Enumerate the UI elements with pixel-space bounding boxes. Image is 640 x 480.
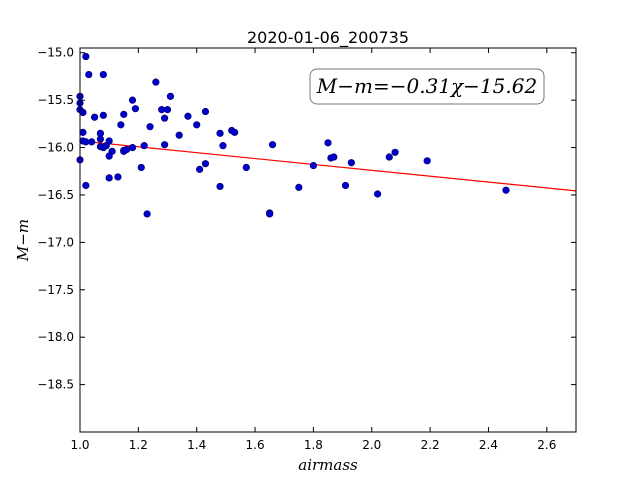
data-point: [231, 128, 239, 136]
data-point: [175, 131, 183, 139]
chart-title: 2020-01-06_200735: [247, 28, 409, 48]
data-point: [131, 105, 140, 113]
x-tick-label: 1.4: [187, 438, 206, 452]
data-point: [374, 190, 382, 198]
data-point: [99, 70, 107, 79]
data-point: [128, 96, 137, 104]
data-point: [330, 153, 338, 161]
data-point: [184, 112, 192, 120]
data-point: [219, 142, 227, 150]
x-tick-label: 2.4: [479, 438, 498, 452]
data-point: [88, 138, 96, 146]
data-point: [193, 121, 201, 129]
y-tick-label: −16.0: [37, 141, 74, 155]
data-point: [201, 160, 210, 168]
equation-box: M−m=−0.31χ−15.62: [309, 68, 545, 105]
data-point: [105, 174, 113, 182]
data-point: [163, 106, 172, 114]
data-point: [82, 52, 90, 61]
data-point: [120, 110, 128, 118]
plot-frame: [79, 47, 577, 433]
y-tick-label: −18.5: [37, 378, 74, 392]
equation-box-frame: [309, 68, 545, 105]
x-tick-label: 1.0: [70, 438, 89, 452]
data-point: [137, 163, 145, 172]
x-tick-label: 2.6: [537, 438, 556, 452]
x-axis-label: airmass: [298, 456, 358, 474]
y-tick-label: −15.0: [37, 46, 74, 60]
data-point: [79, 108, 87, 117]
data-point: [161, 114, 169, 122]
data-point: [196, 165, 204, 173]
data-point: [216, 182, 224, 191]
data-point: [502, 186, 510, 194]
data-point: [79, 128, 87, 136]
data-point: [99, 111, 107, 119]
x-tick-label: 2.2: [421, 438, 440, 452]
x-tick-label: 2.0: [362, 438, 381, 452]
fit-line: [79, 140, 577, 192]
y-tick-label: −17.0: [37, 235, 74, 249]
data-point: [216, 129, 224, 137]
data-points: [76, 52, 510, 218]
data-point: [268, 141, 277, 149]
data-point: [146, 123, 154, 131]
data-point: [341, 181, 350, 190]
data-point: [140, 142, 148, 150]
data-point: [242, 163, 250, 172]
equation-annotation: M−m=−0.31χ−15.62: [316, 74, 537, 98]
data-point: [324, 139, 332, 147]
data-point: [105, 137, 113, 145]
y-axis-label: M−m: [14, 219, 32, 262]
data-point: [423, 157, 431, 165]
plot-area: [80, 48, 576, 432]
data-point: [347, 159, 355, 167]
x-axis-ticks: 1.0 1.2 1.4 1.6 1.8 2.0 2.2 2.4 2.6: [70, 48, 556, 452]
y-tick-label: −17.5: [37, 283, 74, 297]
data-point: [161, 141, 169, 149]
data-point: [391, 148, 399, 156]
x-tick-label: 1.8: [304, 438, 323, 452]
y-axis-ticks: −15.0 −15.5 −16.0 −16.5 −17.0 −17.5 −18.0 −18.5: [37, 46, 576, 392]
data-point: [117, 121, 125, 129]
y-tick-label: −16.5: [37, 188, 74, 202]
data-point: [385, 153, 393, 161]
x-tick-label: 1.2: [129, 438, 148, 452]
data-point: [96, 135, 105, 143]
data-point: [108, 147, 116, 155]
data-point: [166, 92, 175, 100]
data-point: [309, 161, 318, 170]
data-point: [143, 210, 151, 218]
data-point: [295, 183, 303, 191]
data-point: [90, 113, 99, 121]
data-point: [82, 181, 90, 190]
y-tick-label: −15.5: [37, 93, 74, 107]
data-point: [201, 107, 210, 116]
data-point: [114, 173, 122, 181]
y-tick-label: −18.0: [37, 330, 74, 344]
data-point: [85, 70, 93, 79]
x-tick-label: 1.6: [246, 438, 265, 452]
data-point: [128, 143, 137, 152]
data-point: [266, 210, 274, 218]
data-point: [152, 78, 160, 86]
